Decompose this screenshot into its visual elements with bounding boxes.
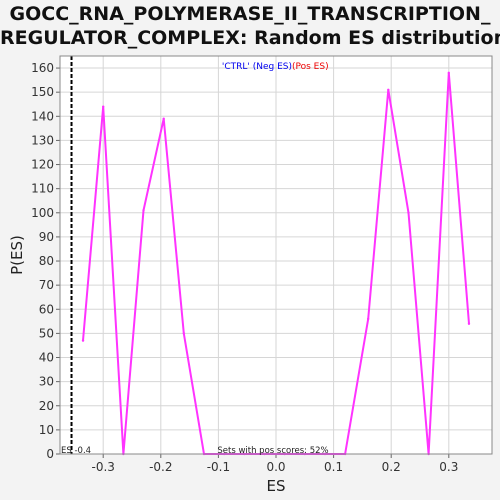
x-tick-label: 0.2	[382, 460, 401, 474]
y-axis-ticks: 0 10 20 30 40 50 60 70 80 90 100 110 120 130 140 150 160	[31, 61, 60, 461]
chart-title-line-1: GOCC_RNA_POLYMERASE_II_TRANSCRIPTION_	[9, 3, 491, 25]
series-point	[467, 322, 471, 325]
y-axis-label: P(ES)	[8, 235, 26, 275]
y-tick-label: 30	[39, 375, 54, 389]
series-point	[447, 71, 450, 75]
y-tick-label: 160	[31, 61, 54, 75]
x-tick-label: -0.1	[207, 460, 230, 474]
x-axis-ticks: -0.3 -0.2 -0.1 0.0 0.1 0.2 0.3	[91, 454, 458, 474]
y-tick-label: 140	[31, 109, 54, 123]
y-tick-label: 80	[39, 254, 54, 268]
y-tick-label: 70	[39, 278, 54, 292]
y-tick-label: 0	[46, 447, 54, 461]
legend-pos-es: (Pos ES)	[292, 62, 329, 72]
series-point	[387, 88, 390, 91]
y-tick-label: 110	[31, 182, 54, 196]
series-point	[182, 332, 186, 335]
y-tick-label: 90	[39, 230, 54, 244]
chart-title-line-2: REGULATOR_COMPLEX: Random ES distributio…	[0, 27, 500, 49]
series-point	[81, 339, 85, 342]
y-tick-label: 10	[39, 423, 54, 437]
pos-scores-annotation: Sets with pos scores: 52%	[217, 446, 328, 456]
y-tick-label: 40	[39, 351, 54, 365]
series-point	[366, 317, 370, 321]
x-tick-label: -0.2	[149, 460, 172, 474]
x-axis-label: ES	[267, 477, 286, 495]
legend-neg-es: 'CTRL' (Neg ES)	[222, 62, 292, 72]
y-tick-label: 130	[31, 133, 54, 147]
es-annotation: ES -0.4	[61, 446, 91, 456]
series-point	[102, 105, 105, 108]
y-tick-label: 100	[31, 206, 54, 220]
y-tick-label: 50	[39, 326, 54, 340]
x-tick-label: 0.3	[439, 460, 458, 474]
y-tick-label: 120	[31, 158, 54, 172]
plot-border	[59, 55, 493, 455]
y-tick-label: 60	[39, 302, 54, 316]
y-tick-label: 20	[39, 399, 54, 413]
x-tick-label: 0.1	[324, 460, 343, 474]
series-point	[142, 209, 145, 212]
x-tick-label: 0.0	[266, 460, 285, 474]
series-point	[407, 211, 410, 214]
y-tick-label: 150	[31, 85, 54, 99]
x-tick-label: -0.3	[91, 460, 114, 474]
series-point	[162, 117, 165, 120]
